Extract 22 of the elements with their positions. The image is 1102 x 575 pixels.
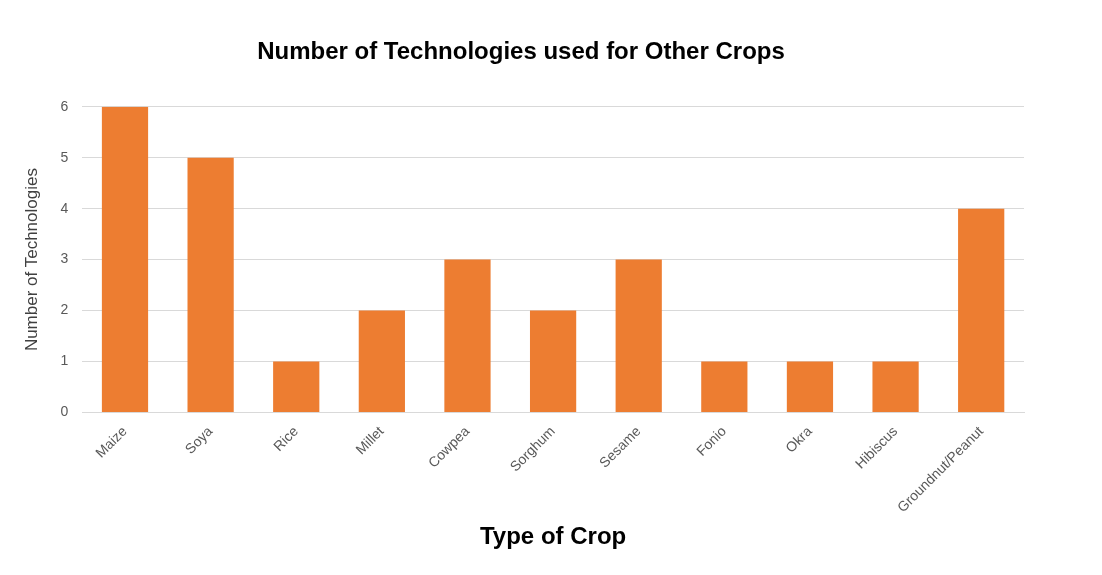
y-tick-label: 2: [60, 301, 69, 318]
bar: [101, 106, 149, 412]
bar: [187, 157, 234, 412]
x-axis-title: Type of Crop: [479, 522, 627, 550]
y-tick-label: 3: [60, 250, 69, 267]
y-tick-label: 5: [60, 148, 69, 165]
y-tick-label: 0: [60, 403, 69, 420]
bar: [444, 259, 491, 412]
chart-title: Number of Technologies used for Other Crops: [257, 37, 785, 65]
x-tick-label: Rice: [269, 422, 302, 455]
y-axis-title: Number of Technologies: [21, 168, 41, 352]
bar: [786, 361, 834, 412]
y-tick-label: 1: [60, 352, 69, 369]
y-tick-label: 6: [60, 97, 69, 114]
bar: [701, 361, 748, 412]
bar: [958, 208, 1005, 412]
bar: [273, 361, 320, 412]
y-tick-label: 4: [60, 199, 69, 216]
bar: [358, 310, 405, 412]
bar: [529, 310, 577, 412]
bar: [615, 259, 662, 412]
bar: [872, 361, 919, 412]
